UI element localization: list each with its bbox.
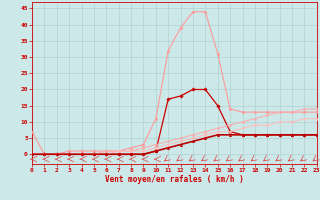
X-axis label: Vent moyen/en rafales ( km/h ): Vent moyen/en rafales ( km/h ) xyxy=(105,175,244,184)
